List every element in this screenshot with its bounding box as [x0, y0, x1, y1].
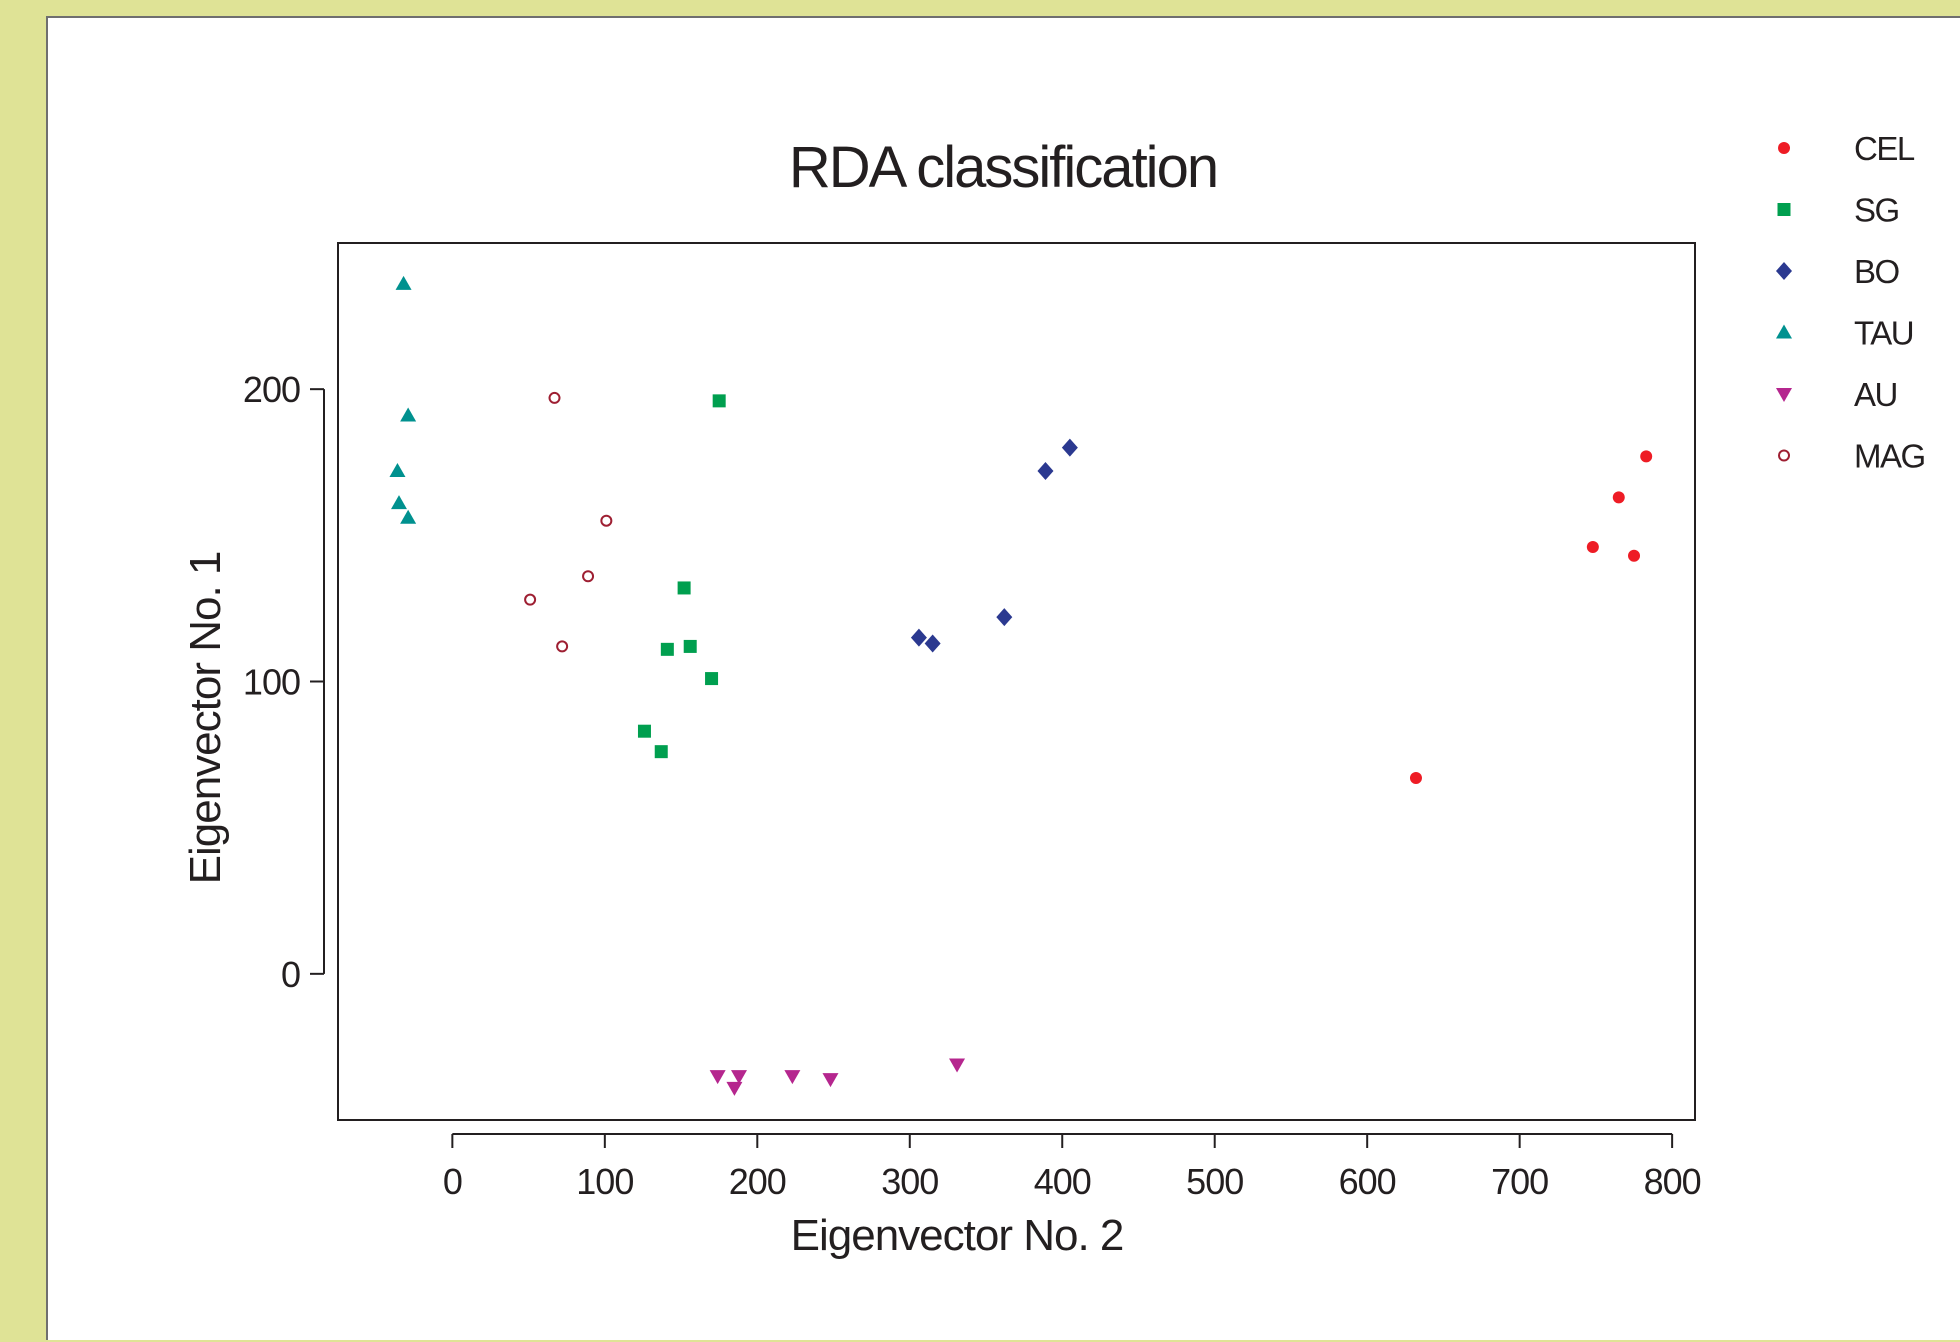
legend-item-sg: SG [1777, 192, 1900, 229]
scatter-chart: RDA classification 0 100 200 300 400 500 600 70… [181, 130, 1926, 1260]
x-tick-label: 400 [1034, 1161, 1091, 1202]
data-point [910, 628, 927, 647]
x-tick-label: 0 [443, 1161, 462, 1202]
data-point [582, 570, 595, 583]
series-au [709, 1058, 966, 1096]
legend-label: SG [1854, 192, 1899, 229]
data-point [712, 394, 726, 408]
plot-box [337, 242, 1696, 1121]
legend-marker [1776, 324, 1792, 339]
data-point [996, 608, 1013, 627]
legend-label: BO [1854, 253, 1900, 290]
x-tick-label: 100 [576, 1161, 633, 1202]
data-point [654, 745, 668, 759]
y-tick-label: 200 [243, 369, 300, 410]
legend-marker [1778, 142, 1790, 154]
data-point [395, 275, 412, 290]
data-point [637, 724, 651, 738]
legend-marker [1776, 262, 1792, 280]
legend-item-cel: CEL [1778, 130, 1916, 167]
series-mag [524, 391, 613, 653]
data-point [1037, 462, 1054, 481]
data-point [389, 463, 406, 478]
y-tick-label: 0 [281, 954, 300, 995]
data-point [709, 1070, 726, 1085]
x-tick-label: 600 [1339, 1161, 1396, 1202]
data-point [822, 1073, 839, 1088]
legend-label: TAU [1854, 315, 1913, 352]
y-axis-label: Eigenvector No. 1 [181, 552, 230, 885]
data-point [924, 634, 941, 653]
data-point [400, 509, 417, 524]
legend-marker [1778, 449, 1790, 462]
y-tick-label: 100 [243, 662, 300, 703]
data-point [524, 593, 537, 606]
series-cel [1409, 450, 1653, 784]
x-tick-label: 800 [1644, 1161, 1701, 1202]
legend-item-au: AU [1776, 376, 1898, 413]
data-point [1640, 450, 1653, 463]
x-tick-label: 300 [881, 1161, 938, 1202]
x-tick-label: 700 [1491, 1161, 1548, 1202]
series-bo [910, 438, 1078, 653]
legend-marker [1776, 388, 1792, 402]
series-sg [637, 394, 726, 759]
data-point [556, 640, 569, 653]
data-points [389, 275, 1653, 1096]
data-point [1628, 549, 1641, 562]
legend: CEL SG BO TAU AU MAG [1776, 130, 1926, 475]
legend-item-tau: TAU [1776, 315, 1915, 352]
data-point [784, 1070, 801, 1085]
chart-title: RDA classification [789, 135, 1217, 200]
data-point [1409, 771, 1422, 784]
data-point [400, 407, 417, 422]
data-point [677, 581, 691, 595]
axes: 0 100 200 300 400 500 600 700 800 0 100 200 [243, 242, 1702, 1202]
data-point [683, 639, 697, 653]
data-point [600, 514, 613, 527]
data-point [949, 1058, 966, 1073]
x-axis-label: Eigenvector No. 2 [791, 1211, 1124, 1260]
data-point [390, 495, 407, 510]
legend-label: MAG [1854, 438, 1925, 475]
series-tau [389, 275, 417, 524]
legend-label: CEL [1854, 130, 1915, 167]
legend-item-bo: BO [1776, 253, 1901, 290]
legend-item-mag: MAG [1778, 438, 1926, 475]
data-point [1061, 438, 1078, 457]
legend-marker [1777, 203, 1791, 216]
figure-panel: RDA classification 0 100 200 300 400 500 600 70… [46, 16, 1960, 1340]
data-point [660, 642, 674, 656]
x-tick-label: 200 [729, 1161, 786, 1202]
data-point [731, 1070, 748, 1085]
legend-label: AU [1854, 376, 1897, 413]
data-point [548, 391, 561, 404]
data-point [1612, 491, 1625, 504]
data-point [705, 672, 719, 686]
data-point [726, 1081, 743, 1096]
data-point [1586, 541, 1599, 554]
x-tick-label: 500 [1186, 1161, 1243, 1202]
